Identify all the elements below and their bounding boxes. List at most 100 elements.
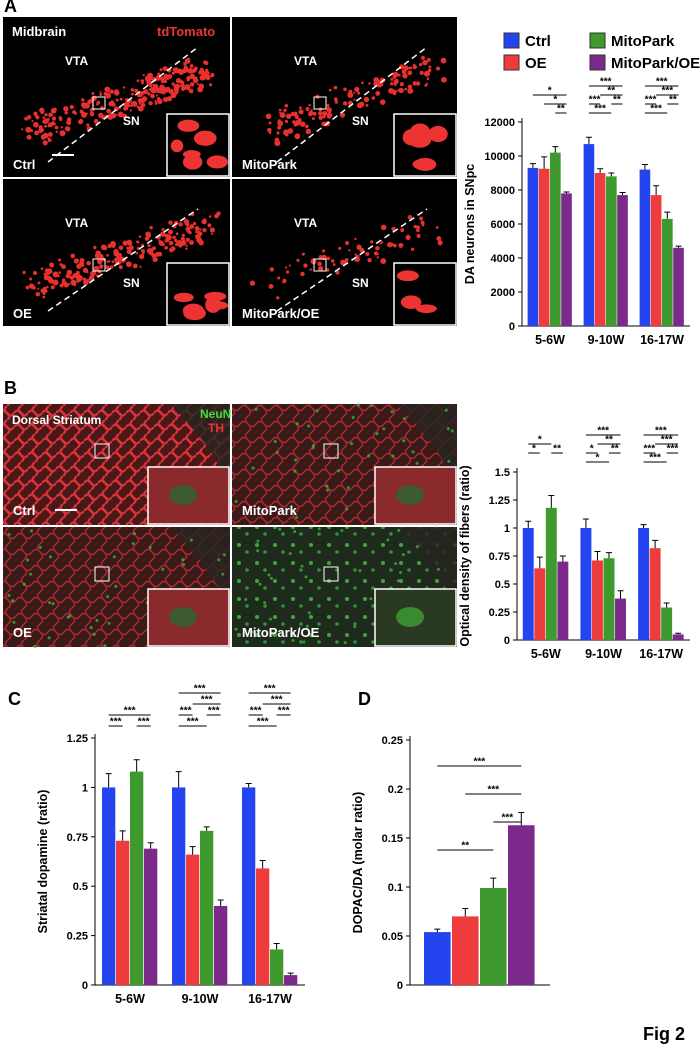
error-bar <box>597 168 604 173</box>
cell <box>158 239 162 243</box>
cell <box>172 67 177 72</box>
error-bar <box>594 551 601 561</box>
error-bar <box>605 552 612 559</box>
legend-label: OE <box>525 55 547 72</box>
neuron <box>114 584 118 588</box>
cell <box>393 80 398 84</box>
neuron <box>293 469 297 473</box>
cell <box>402 69 405 72</box>
cell <box>116 253 123 260</box>
neuron <box>269 576 273 580</box>
group-label: Ctrl <box>13 157 35 172</box>
cell <box>195 230 198 234</box>
cell <box>192 68 197 73</box>
cell <box>106 108 111 114</box>
significance-label: * <box>532 444 536 455</box>
cell <box>37 281 41 285</box>
cell <box>309 268 312 271</box>
significance-label: *** <box>110 717 122 728</box>
cell <box>87 99 92 104</box>
error-bar <box>189 846 196 855</box>
cell <box>22 270 26 275</box>
y-tick-label: 1.5 <box>495 467 510 479</box>
cell <box>407 70 413 76</box>
neuron <box>38 545 42 549</box>
cell <box>185 247 188 250</box>
error-bar <box>536 556 543 569</box>
cell <box>375 90 381 96</box>
cell <box>318 255 323 260</box>
neuron <box>29 572 33 576</box>
cell <box>167 73 173 79</box>
cell <box>317 261 322 267</box>
error-bar <box>529 163 536 168</box>
cell <box>126 249 132 255</box>
inset-cell <box>415 304 437 314</box>
cell <box>288 264 291 267</box>
cell <box>333 97 338 102</box>
cell <box>209 227 215 233</box>
cell <box>59 130 66 137</box>
cell <box>186 229 190 233</box>
x-tick-label: 16-17W <box>639 647 683 661</box>
bar <box>480 887 507 985</box>
stain-label: TH <box>208 421 224 435</box>
cell <box>333 85 338 90</box>
significance-label: ** <box>613 95 621 106</box>
cell <box>181 233 185 237</box>
panel-label: D <box>358 689 371 709</box>
cell <box>55 130 58 134</box>
cell <box>181 82 185 86</box>
cell <box>318 111 323 116</box>
cell <box>122 86 126 89</box>
inset-box <box>313 96 327 110</box>
x-tick-label: 5-6W <box>115 992 145 1006</box>
bar <box>639 169 651 326</box>
cell <box>58 271 62 274</box>
neuron <box>346 486 350 490</box>
cell <box>332 263 336 266</box>
cell <box>397 89 400 92</box>
cell <box>426 77 430 81</box>
cell <box>312 111 317 116</box>
cell <box>54 123 57 126</box>
cell <box>277 120 280 123</box>
y-tick-label: 8000 <box>491 185 515 197</box>
significance-label: *** <box>138 717 150 728</box>
cell <box>105 265 110 270</box>
cell <box>205 70 210 76</box>
error-bar <box>664 211 671 219</box>
inset-cell <box>177 119 200 132</box>
cell <box>42 286 47 291</box>
bar <box>116 840 130 985</box>
cell <box>249 280 256 286</box>
y-axis-label: Optical density of fibers (ratio) <box>458 465 472 646</box>
cell <box>192 77 199 84</box>
cell <box>325 268 330 272</box>
cell <box>441 76 447 83</box>
neuron <box>7 593 11 597</box>
cell <box>185 226 191 232</box>
cell <box>128 245 134 251</box>
neuron <box>325 484 329 488</box>
bar <box>270 949 284 985</box>
cell <box>390 77 394 81</box>
cell <box>61 264 66 270</box>
neuron <box>222 553 226 557</box>
cell <box>140 249 145 254</box>
cell <box>279 112 286 119</box>
error-bar <box>653 185 660 196</box>
cell <box>353 98 356 101</box>
inset-cell <box>173 292 194 303</box>
cell <box>152 246 156 251</box>
neuron <box>317 527 321 531</box>
significance-label: *** <box>264 684 276 695</box>
dashed-line <box>47 208 199 312</box>
error-bar <box>203 826 210 831</box>
cell <box>196 83 199 86</box>
cell <box>197 231 203 237</box>
cell <box>394 83 397 86</box>
error-bar <box>147 842 154 849</box>
error-bar <box>675 245 682 248</box>
cell <box>51 116 57 121</box>
